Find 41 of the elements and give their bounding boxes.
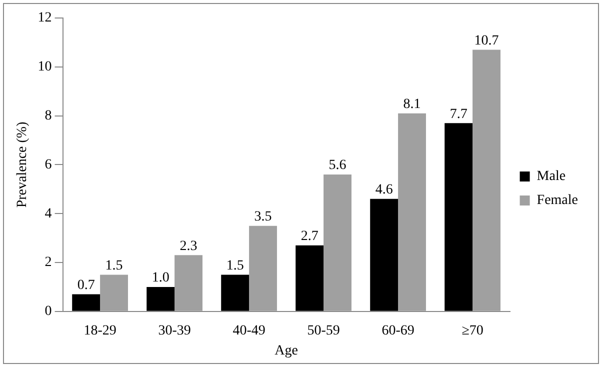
legend-label: Female	[536, 193, 578, 208]
y-tick-label: 0	[44, 304, 52, 320]
y-tick-label: 2	[44, 255, 52, 270]
y-tick-label: 10	[38, 60, 52, 75]
y-axis-title: Prevalence (%)	[15, 121, 30, 208]
data-label: 7.7	[450, 106, 468, 122]
bar	[249, 226, 277, 311]
bar	[444, 123, 473, 311]
y-tick-label: 8	[44, 108, 52, 124]
x-axis-title: Age	[274, 343, 298, 358]
x-tick-label: ≥70	[462, 323, 484, 338]
bar	[398, 113, 426, 311]
y-tick-label: 12	[38, 10, 52, 26]
data-label: 0.7	[77, 278, 95, 293]
bar	[72, 294, 100, 311]
bar	[472, 50, 500, 311]
bar	[100, 274, 128, 311]
data-label: 3.5	[254, 209, 272, 224]
x-tick-label: 50-59	[307, 323, 340, 338]
bar	[146, 286, 175, 311]
bar	[370, 198, 398, 311]
data-label: 8.1	[403, 97, 421, 112]
bar	[296, 245, 324, 311]
y-tick-label: 6	[44, 157, 52, 172]
data-label: 2.7	[300, 229, 318, 244]
data-label: 5.6	[328, 158, 346, 174]
data-label: 2.3	[180, 238, 198, 254]
data-label: 1.5	[226, 258, 244, 274]
x-tick-label: 40-49	[232, 323, 266, 338]
data-label: 1.5	[105, 258, 123, 274]
x-tick-label: 18-29	[84, 323, 116, 338]
bar	[221, 274, 250, 311]
x-tick-label: 60-69	[382, 323, 414, 338]
data-label: 4.6	[375, 182, 393, 198]
y-tick-label: 4	[44, 206, 52, 222]
data-label: 1.0	[152, 270, 170, 286]
bar	[324, 174, 352, 311]
legend-label: Male	[536, 169, 566, 184]
x-tick-label: 30-39	[158, 323, 191, 338]
data-label: 10.7	[474, 33, 499, 48]
bar	[174, 255, 202, 311]
